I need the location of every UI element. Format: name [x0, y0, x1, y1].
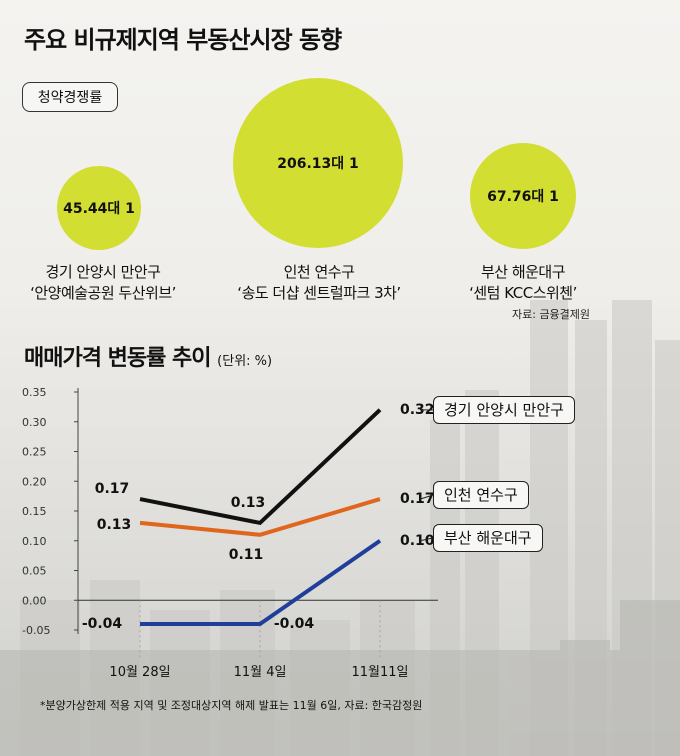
- x-tick-label: 11월 4일: [234, 665, 287, 680]
- bubble-value: 206.13대 1: [277, 156, 359, 172]
- bubble-label-busan: 부산 해운대구 ‘센텀 KCC스위첸’: [443, 262, 603, 304]
- y-tick-label: 0.05: [22, 565, 47, 578]
- bubble-anyang: 45.44대 1: [57, 166, 141, 250]
- bubble-label-region: 부산 해운대구: [480, 263, 566, 281]
- data-label: 0.11: [229, 547, 264, 563]
- data-label: 0.17: [95, 481, 130, 497]
- x-tick-label: 10월 28일: [109, 665, 170, 680]
- section-title: 매매가격 변동률 추이 (단위: %): [24, 340, 272, 372]
- bubble-busan: 67.76대 1: [470, 143, 576, 249]
- legend-item: 경기 안양시 만안구: [433, 396, 575, 424]
- y-tick-label: 0.35: [22, 386, 47, 399]
- section-title-text: 매매가격 변동률 추이: [24, 346, 211, 371]
- subscription-rate-label: 청약경쟁률: [22, 82, 118, 112]
- bubble-label-complex: ‘센텀 KCC스위첸’: [469, 284, 577, 302]
- bubble-value: 67.76대 1: [487, 189, 559, 205]
- data-label: 0.13: [231, 495, 266, 511]
- data-label: -0.04: [274, 616, 315, 632]
- data-label: 0.17: [400, 491, 435, 507]
- y-tick-label: 0.25: [22, 446, 47, 459]
- legend-item: 부산 해운대구: [433, 524, 543, 552]
- legend-connector: [419, 494, 434, 500]
- bubble-label-anyang: 경기 안양시 만안구 ‘안양예술공원 두산위브’: [8, 262, 198, 304]
- series-line-1: [139, 497, 381, 537]
- page-title: 주요 비규제지역 부동산시장 동향: [24, 26, 342, 54]
- legend-item: 인천 연수구: [433, 481, 529, 509]
- bubble-incheon: 206.13대 1: [233, 78, 403, 248]
- subscription-source: 자료: 금융결제원: [512, 308, 591, 321]
- y-tick-label: 0.30: [22, 416, 47, 429]
- footnote: *분양가상한제 적용 지역 및 조정대상지역 해제 발표는 11월 6일, 자료…: [40, 699, 423, 712]
- data-label: -0.04: [82, 616, 123, 632]
- bubble-label-incheon: 인천 연수구 ‘송도 더샵 센트럴파크 3차’: [213, 262, 425, 304]
- y-tick-label: -0.05: [22, 624, 50, 637]
- x-tick-label: 11월11일: [351, 665, 408, 680]
- series-line-0: [139, 408, 382, 526]
- section-unit: (단위: %): [217, 354, 273, 369]
- bubble-label-complex: ‘안양예술공원 두산위브’: [30, 284, 176, 302]
- legend-connector: [419, 537, 434, 542]
- data-label: 0.32: [400, 402, 435, 418]
- bubble-label-region: 인천 연수구: [283, 263, 355, 281]
- y-tick-label: 0.15: [22, 505, 47, 518]
- bubble-label-complex: ‘송도 더샵 센트럴파크 3차’: [237, 284, 401, 302]
- series-line-2: [140, 539, 382, 627]
- y-tick-label: 0.20: [22, 475, 47, 488]
- data-label: 0.13: [97, 517, 132, 533]
- y-tick-label: 0.00: [22, 594, 47, 607]
- bubble-value: 45.44대 1: [63, 201, 135, 217]
- y-tick-label: 0.10: [22, 535, 47, 548]
- data-label: 0.10: [400, 533, 435, 549]
- bubble-label-region: 경기 안양시 만안구: [45, 263, 161, 281]
